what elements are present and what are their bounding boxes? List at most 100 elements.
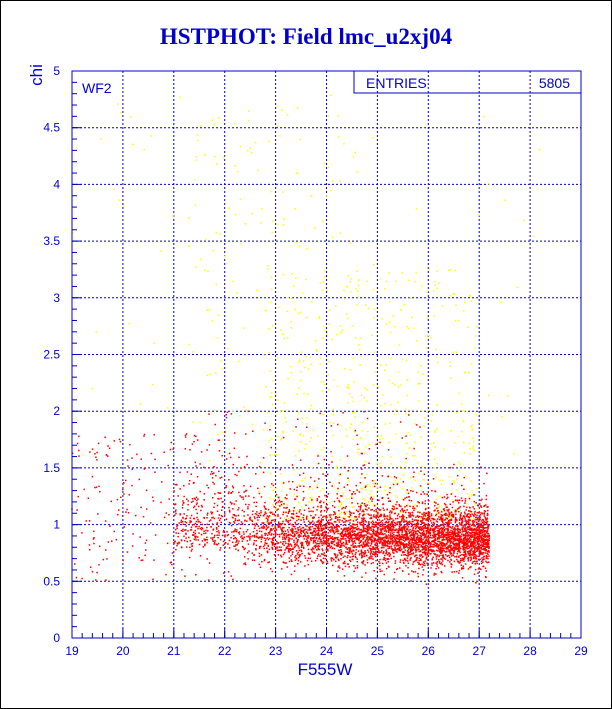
- data-point: [344, 543, 347, 545]
- data-point: [383, 515, 386, 517]
- data-point: [463, 540, 465, 543]
- data-point: [430, 442, 432, 445]
- data-point: [324, 534, 326, 536]
- data-point: [183, 535, 185, 538]
- data-point: [366, 559, 369, 561]
- data-point: [428, 542, 431, 545]
- data-point: [191, 524, 194, 526]
- data-point: [384, 485, 386, 488]
- data-point: [386, 493, 389, 496]
- data-point: [392, 519, 395, 522]
- data-point: [384, 544, 387, 546]
- data-point: [457, 531, 460, 533]
- data-point: [393, 506, 395, 508]
- data-point: [354, 493, 356, 495]
- data-point: [446, 543, 448, 545]
- data-point: [425, 534, 427, 536]
- data-point: [457, 550, 459, 553]
- data-point: [425, 505, 427, 507]
- data-point: [485, 523, 488, 525]
- data-point: [470, 362, 473, 365]
- data-point: [482, 559, 484, 561]
- data-point: [398, 523, 401, 526]
- data-point: [287, 543, 290, 546]
- data-point: [258, 563, 261, 566]
- data-point: [359, 529, 362, 531]
- data-point: [387, 530, 390, 533]
- data-point: [357, 545, 359, 547]
- data-point: [388, 566, 390, 568]
- data-point: [123, 482, 126, 485]
- data-point: [219, 517, 222, 520]
- data-point: [355, 546, 358, 548]
- data-point: [425, 546, 427, 549]
- data-point: [225, 485, 228, 487]
- data-point: [332, 531, 335, 534]
- data-point: [434, 284, 436, 286]
- data-point: [402, 526, 405, 528]
- data-point: [342, 544, 344, 547]
- data-point: [286, 566, 289, 568]
- data-point: [439, 525, 441, 527]
- data-point: [325, 506, 327, 508]
- data-point: [308, 541, 310, 543]
- data-point: [429, 466, 432, 469]
- data-point: [213, 517, 216, 520]
- data-point: [414, 527, 417, 530]
- data-point: [385, 544, 388, 547]
- data-point: [406, 521, 409, 524]
- data-point: [381, 437, 384, 440]
- data-point: [441, 479, 444, 482]
- data-point: [210, 511, 212, 513]
- data-point: [270, 396, 273, 398]
- data-point: [349, 531, 351, 533]
- data-point: [411, 547, 413, 549]
- data-point: [291, 272, 293, 275]
- data-point: [186, 540, 188, 543]
- data-point: [343, 511, 346, 514]
- data-point: [357, 550, 360, 552]
- data-point: [309, 526, 311, 528]
- data-point: [389, 331, 392, 334]
- data-point: [278, 549, 281, 552]
- data-point: [475, 536, 478, 538]
- data-point: [469, 529, 472, 531]
- data-point: [316, 545, 319, 548]
- data-point: [465, 544, 468, 546]
- data-point: [403, 526, 406, 529]
- data-point: [468, 371, 470, 374]
- data-point: [475, 544, 477, 546]
- data-point: [388, 441, 390, 444]
- data-point: [356, 270, 359, 272]
- data-point: [369, 485, 372, 488]
- data-point: [418, 472, 420, 475]
- data-point: [353, 565, 355, 567]
- data-point: [479, 568, 481, 570]
- data-point: [289, 549, 292, 551]
- data-point: [317, 527, 319, 530]
- data-point: [317, 521, 319, 523]
- data-point: [275, 223, 278, 226]
- data-point: [325, 516, 327, 518]
- data-point: [323, 383, 326, 386]
- data-point: [235, 515, 237, 517]
- data-point: [360, 540, 363, 542]
- data-point: [433, 539, 436, 542]
- data-point: [248, 503, 250, 506]
- data-point: [277, 542, 280, 544]
- data-point: [391, 548, 394, 550]
- data-point: [426, 519, 428, 521]
- data-point: [263, 559, 266, 562]
- data-point: [187, 503, 189, 506]
- data-point: [351, 555, 354, 558]
- data-point: [296, 517, 298, 519]
- data-point: [476, 504, 479, 507]
- data-point: [336, 516, 339, 519]
- data-point: [338, 567, 341, 569]
- data-point: [430, 549, 433, 551]
- data-point: [476, 325, 478, 328]
- data-point: [468, 552, 471, 555]
- data-point: [407, 552, 409, 554]
- data-point: [342, 541, 345, 544]
- data-point: [467, 547, 470, 550]
